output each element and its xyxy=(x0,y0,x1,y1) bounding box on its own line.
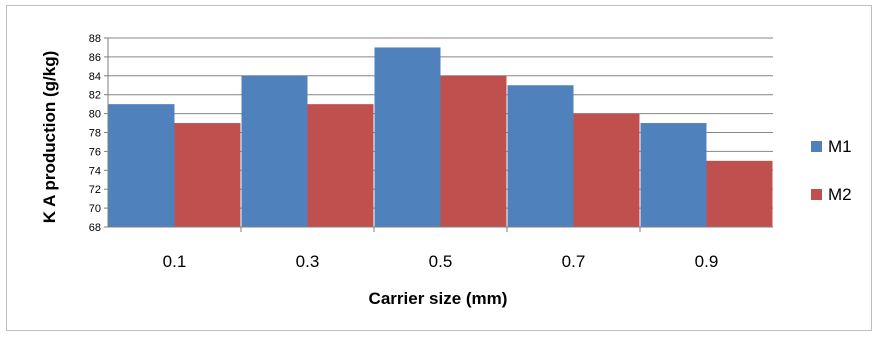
x-tick-label: 0.3 xyxy=(296,252,320,271)
legend-swatch-m2 xyxy=(811,189,822,200)
x-tick-label: 0.7 xyxy=(562,252,586,271)
legend-swatch-m1 xyxy=(811,141,822,152)
bar-m1 xyxy=(640,123,707,227)
y-tick-label: 72 xyxy=(89,184,101,196)
y-tick-label: 86 xyxy=(89,52,101,64)
bar-m1 xyxy=(241,75,308,227)
bar-m2 xyxy=(174,123,241,227)
y-tick-label: 84 xyxy=(89,71,101,83)
y-tick-label: 88 xyxy=(89,33,101,45)
y-tick-label: 68 xyxy=(89,222,101,234)
y-tick-label: 74 xyxy=(89,165,101,177)
y-tick-label: 76 xyxy=(89,146,101,158)
bar-m1 xyxy=(507,85,574,227)
bar-m2 xyxy=(573,113,640,227)
legend: M1 M2 xyxy=(811,137,852,204)
bar-m1 xyxy=(374,47,441,228)
x-tick-label: 0.5 xyxy=(429,252,453,271)
bar-m2 xyxy=(307,104,374,227)
y-axis-title: K A production (g/kg) xyxy=(40,51,59,224)
x-tick-labels: 0.1 0.3 0.5 0.7 0.9 xyxy=(163,227,719,271)
legend-label-m1: M1 xyxy=(828,137,852,156)
y-tick-label: 82 xyxy=(89,90,101,102)
y-tick-label: 80 xyxy=(89,109,101,121)
bar-m2 xyxy=(706,160,773,227)
y-tick-label: 70 xyxy=(89,203,101,215)
legend-label-m2: M2 xyxy=(828,185,852,204)
bar-m2 xyxy=(440,75,507,227)
bars xyxy=(108,47,773,228)
y-tick-labels: 68 70 72 74 76 78 80 82 84 86 88 xyxy=(89,33,108,234)
x-tick-label: 0.1 xyxy=(163,252,187,271)
bar-m1 xyxy=(108,104,175,227)
y-tick-label: 78 xyxy=(89,128,101,140)
x-tick-label: 0.9 xyxy=(695,252,719,271)
x-axis-title: Carrier size (mm) xyxy=(369,289,508,308)
